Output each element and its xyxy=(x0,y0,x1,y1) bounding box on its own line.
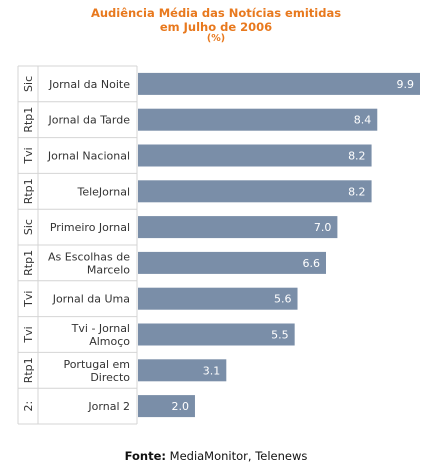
group-label: Tvi xyxy=(22,326,35,343)
source-label: Fonte: xyxy=(124,449,166,463)
group-label: Tvi xyxy=(22,147,35,164)
bar xyxy=(138,287,298,310)
category-label: Almoço xyxy=(89,335,130,348)
chart-subtitle: (%) xyxy=(206,33,226,44)
group-label: Sic xyxy=(22,219,35,235)
value-label: 3.1 xyxy=(203,364,221,377)
category-label: Jornal da Tarde xyxy=(47,114,130,127)
source-text: MediaMonitor, Telenews xyxy=(169,449,308,463)
group-label: Rtp1 xyxy=(22,250,35,276)
category-label: Portugal em xyxy=(63,358,130,371)
bar xyxy=(138,323,295,346)
value-label: 5.6 xyxy=(274,293,292,306)
category-label: Directo xyxy=(90,371,130,384)
category-label: Jornal da Noite xyxy=(48,78,130,91)
value-label: 8.2 xyxy=(348,150,366,163)
bar xyxy=(138,108,378,131)
bar xyxy=(138,216,338,239)
value-label: 5.5 xyxy=(271,329,289,342)
bar xyxy=(138,359,227,382)
category-label: Jornal Nacional xyxy=(47,150,130,163)
category-label: As Escolhas de xyxy=(48,250,130,263)
category-label: Jornal da Uma xyxy=(52,293,130,306)
value-label: 6.6 xyxy=(303,257,321,270)
value-label: 9.9 xyxy=(397,78,415,91)
category-label: Primeiro Jornal xyxy=(50,221,130,234)
source-footer: Fonte: MediaMonitor, Telenews xyxy=(0,449,432,463)
category-label: Tvi - Jornal xyxy=(71,322,130,335)
bar xyxy=(138,180,372,203)
group-label: Sic xyxy=(22,76,35,92)
value-label: 2.0 xyxy=(171,400,189,413)
value-label: 7.0 xyxy=(314,221,332,234)
category-label: Marcelo xyxy=(87,263,130,276)
chart-title: Audiência Média das Notícias emitidas xyxy=(90,6,342,20)
group-label: Tvi xyxy=(22,291,35,308)
group-label: 2: xyxy=(22,401,35,412)
group-label: Rtp1 xyxy=(22,357,35,383)
category-label: Jornal 2 xyxy=(87,400,130,413)
value-label: 8.2 xyxy=(348,185,366,198)
bar xyxy=(138,144,372,167)
value-label: 8.4 xyxy=(354,114,372,127)
category-label: TeleJornal xyxy=(76,185,130,198)
group-label: Rtp1 xyxy=(22,107,35,133)
bar xyxy=(138,251,326,274)
bar xyxy=(138,72,420,95)
chart-title-line2: em Julho de 2006 xyxy=(159,20,273,34)
bar xyxy=(138,395,195,418)
group-label: Rtp1 xyxy=(22,178,35,204)
